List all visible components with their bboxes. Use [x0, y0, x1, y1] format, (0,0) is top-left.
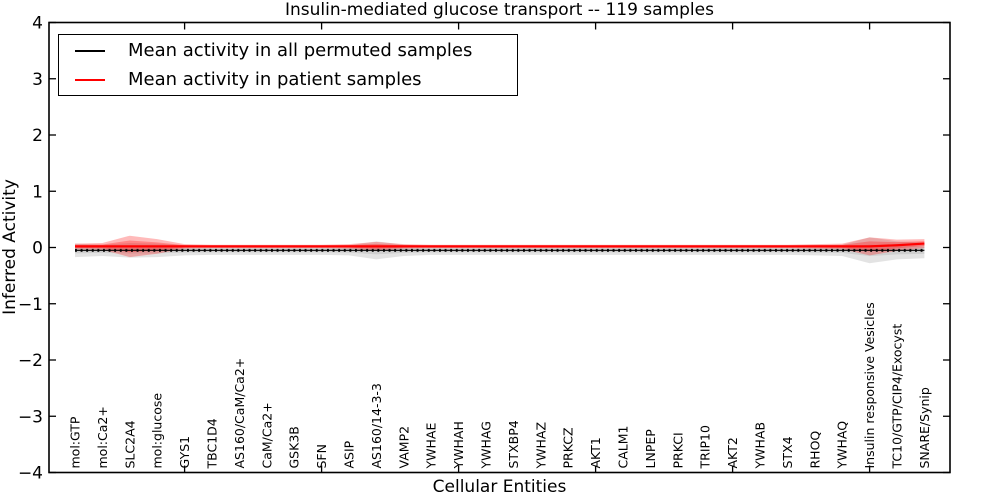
x-category-label: mol:GTP	[68, 416, 83, 468]
y-axis-label: Inferred Activity	[0, 179, 20, 315]
x-category-label: AKT1	[588, 437, 603, 468]
patient-line-swatch-icon	[75, 78, 105, 81]
x-category-label: GSK3B	[287, 426, 302, 468]
x-category-label: YWHAQ	[835, 421, 850, 470]
x-category-label: CaM/Ca2+	[259, 402, 274, 468]
y-tick-label: −2	[18, 351, 43, 371]
y-tick-label: 4	[32, 14, 43, 34]
x-category-label: YWHAH	[451, 421, 466, 469]
patient-mean-line	[75, 242, 925, 248]
x-category-label: STXBP4	[506, 420, 521, 468]
x-category-label: RHOQ	[807, 431, 822, 469]
x-category-label: VAMP2	[396, 426, 411, 469]
y-tick-label: 0	[32, 239, 43, 259]
y-tick-label: 1	[32, 182, 43, 202]
x-category-label: YWHAB	[753, 422, 768, 470]
x-category-label: YWHAE	[424, 423, 439, 470]
x-category-label: PRKCZ	[561, 427, 576, 468]
x-category-label: GYS1	[177, 436, 192, 469]
legend-item-patient: Mean activity in patient samples	[59, 65, 517, 94]
x-category-label: YWHAZ	[533, 422, 548, 470]
chart-title: Insulin-mediated glucose transport -- 11…	[285, 0, 714, 20]
x-axis-label: Cellular Entities	[432, 477, 567, 497]
legend-label-patient: Mean activity in patient samples	[128, 69, 422, 90]
permuted-line-swatch-icon	[75, 49, 105, 52]
x-category-label: SLC2A4	[122, 420, 137, 468]
x-category-label: STX4	[780, 436, 795, 468]
legend-item-permuted: Mean activity in all permuted samples	[59, 36, 517, 65]
x-category-label: mol:Ca2+	[95, 406, 110, 468]
x-category-label: Insulin responsive Vesicles	[862, 302, 877, 468]
x-category-label: AS160/14-3-3	[369, 383, 384, 468]
x-category-label: AKT2	[725, 437, 740, 468]
x-category-label: SFN	[314, 444, 329, 468]
legend: Mean activity in all permuted samples Me…	[58, 34, 518, 96]
x-category-label: SNARE/Synip	[917, 387, 932, 468]
x-category-label: TC10/GTP/CIP4/Exocyst	[890, 324, 905, 470]
y-tick-label: 3	[32, 70, 43, 90]
x-category-label: PRKCI	[670, 432, 685, 468]
x-category-label: LNPEP	[643, 429, 658, 469]
x-category-label: CALM1	[616, 426, 631, 469]
x-category-label: TRIP10	[698, 425, 713, 469]
y-tick-label: −1	[18, 295, 43, 315]
x-category-label: YWHAG	[479, 421, 494, 469]
y-tick-label: 2	[32, 126, 43, 146]
x-category-label: AS160/CaM/Ca2+	[232, 358, 247, 469]
y-tick-label: −3	[18, 407, 43, 427]
x-category-label: ASIP	[342, 440, 357, 468]
legend-label-permuted: Mean activity in all permuted samples	[128, 40, 473, 61]
y-tick-label: −4	[18, 464, 43, 484]
x-category-label: mol:glucose	[150, 393, 165, 469]
x-category-label: TBC1D4	[205, 418, 220, 469]
